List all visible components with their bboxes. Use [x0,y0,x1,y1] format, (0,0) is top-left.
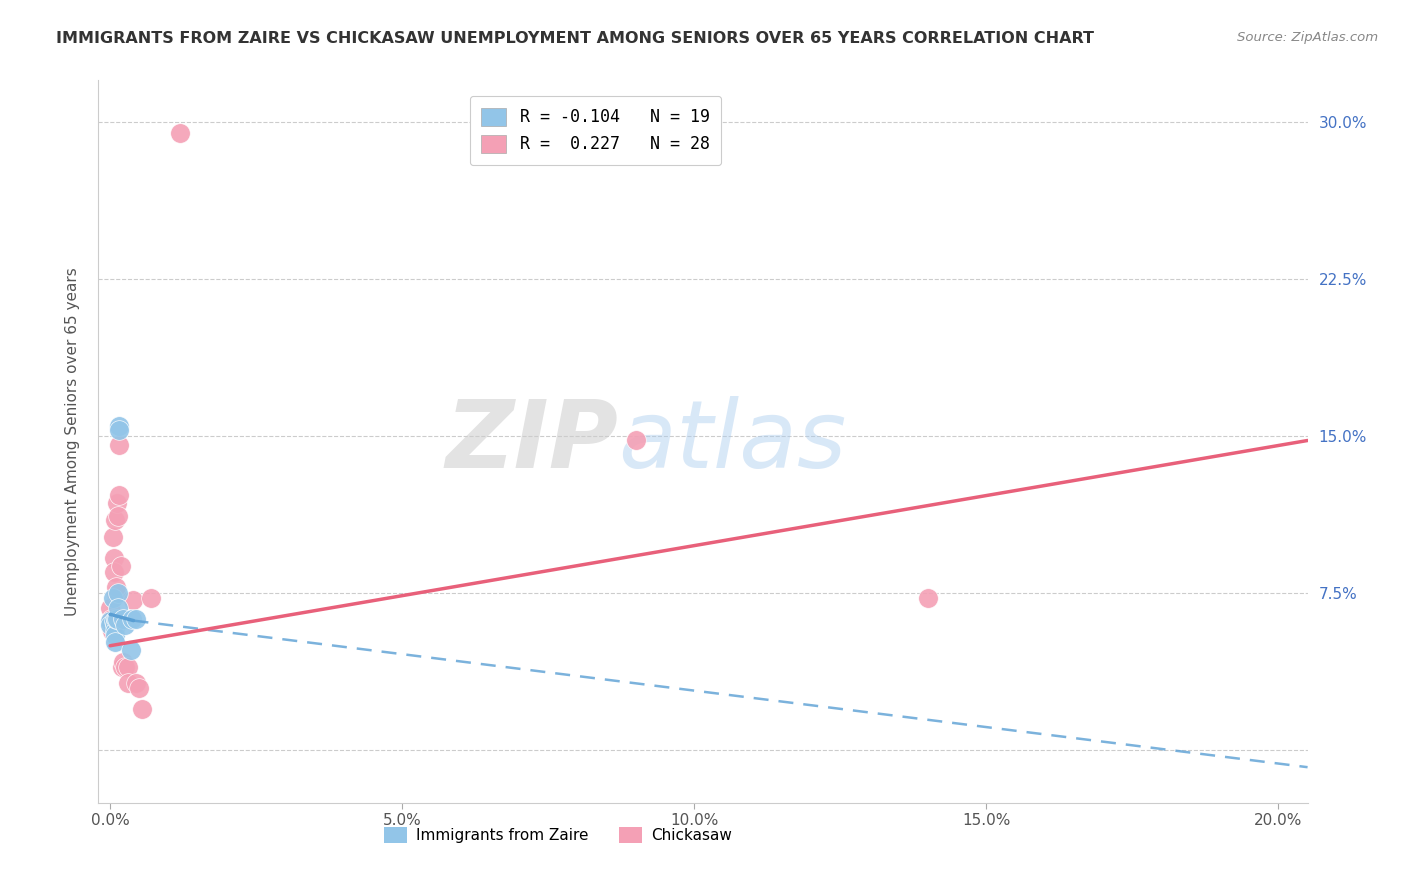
Point [114,617,136,632]
Point [107,586,129,600]
Point [98,617,121,632]
Point [125,676,148,690]
Point [117,676,139,690]
Point [120,643,142,657]
Point [101,530,124,544]
Point [104,586,127,600]
Point [103,614,125,628]
Point [108,423,131,437]
Point [121,611,143,625]
Point [114,659,136,673]
Point [117,659,139,673]
Text: Source: ZipAtlas.com: Source: ZipAtlas.com [1237,31,1378,45]
Y-axis label: Unemployment Among Seniors over 65 years: Unemployment Among Seniors over 65 years [65,268,80,615]
Point [128,681,150,695]
Point [107,508,129,523]
Point [110,559,132,574]
Text: ZIP: ZIP [446,395,619,488]
Point [108,488,131,502]
Point [122,592,145,607]
Point [105,496,128,510]
Point [103,566,125,580]
Point [917,591,939,605]
Text: atlas: atlas [619,396,846,487]
Point [101,624,124,638]
Point [104,617,127,632]
Point [104,580,127,594]
Point [108,418,131,433]
Point [104,611,127,625]
Point [101,591,124,605]
Point [105,611,128,625]
Text: IMMIGRANTS FROM ZAIRE VS CHICKASAW UNEMPLOYMENT AMONG SENIORS OVER 65 YEARS CORR: IMMIGRANTS FROM ZAIRE VS CHICKASAW UNEMP… [56,31,1094,46]
Point [104,634,127,648]
Point [125,611,148,625]
Legend: Immigrants from Zaire, Chickasaw: Immigrants from Zaire, Chickasaw [378,822,738,849]
Point [108,438,131,452]
Point [107,601,129,615]
Point [98,601,121,615]
Point [111,659,134,673]
Point [101,617,124,632]
Point [104,624,127,638]
Point [103,550,125,565]
Point [100,611,122,625]
Point [98,614,121,628]
Point [111,656,134,670]
Point [131,701,153,715]
Point [624,434,647,448]
Point [104,513,127,527]
Point [104,628,127,642]
Point [139,591,162,605]
Point [169,126,191,140]
Point [111,611,134,625]
